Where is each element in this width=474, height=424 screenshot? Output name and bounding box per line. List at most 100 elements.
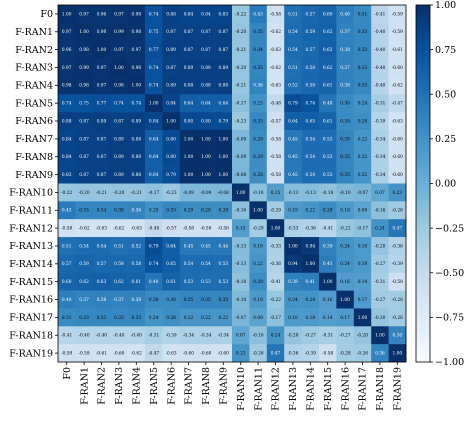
- cell-value-label: 0.28: [358, 119, 368, 124]
- cell-value-label: 0.54: [306, 137, 316, 142]
- cell-value-label: 0.54: [288, 48, 298, 53]
- cell-value-label: -0.36: [305, 227, 316, 232]
- cell-value-label: 0.41: [306, 280, 316, 285]
- heatmap-cell: [371, 40, 389, 59]
- heatmap-cell: [214, 76, 233, 95]
- cell-value-label: 1.00: [201, 155, 211, 160]
- cell-value-label: 0.98: [97, 30, 107, 35]
- cell-value-label: 0.33: [132, 316, 142, 321]
- heatmap-cell: [75, 76, 94, 95]
- heatmap-cell: [388, 326, 407, 345]
- x-tick-label: F-RAN9: [219, 367, 230, 405]
- heatmap-cell: [371, 147, 389, 166]
- cell-value-label: 0.35: [253, 66, 263, 71]
- cell-value-label: 0.87: [97, 137, 107, 142]
- cell-value-label: 0.64: [219, 102, 229, 107]
- heatmap-cell: [232, 40, 250, 59]
- heatmap-cell: [388, 308, 407, 327]
- heatmap-cell: [336, 344, 355, 363]
- x-tick-label: F-RAN5: [149, 367, 160, 405]
- cell-value-label: 0.15: [236, 227, 246, 232]
- cell-value-label: 0.77: [149, 48, 159, 53]
- heatmap-cell: [127, 183, 146, 202]
- heatmap-cell: [336, 272, 355, 291]
- heatmap-cell: [214, 112, 233, 131]
- heatmap-cell: [145, 201, 163, 220]
- heatmap-cell: [388, 272, 407, 291]
- y-tick-label: F-RAN18: [9, 330, 53, 341]
- cell-value-label: 0.88: [166, 12, 176, 17]
- cell-value-label: -0.13: [235, 244, 246, 249]
- heatmap-cell: [75, 219, 94, 238]
- cell-value-label: -0.10: [340, 191, 351, 196]
- heatmap-cell: [371, 165, 389, 184]
- cell-value-label: -0.16: [253, 191, 264, 196]
- heatmap-cell: [336, 237, 355, 256]
- y-tick-label: F-RAN12: [9, 223, 53, 234]
- heatmap-cell: [353, 58, 372, 77]
- heatmap-cell: [336, 183, 355, 202]
- cell-value-label: 0.33: [358, 48, 368, 53]
- heatmap-cell: [249, 5, 268, 24]
- cell-value-label: 0.53: [201, 280, 211, 285]
- cell-value-label: -0.26: [392, 209, 403, 214]
- colorbar-tick-label: 0.75: [435, 45, 456, 56]
- heatmap-cell: [266, 22, 285, 41]
- heatmap-cell: [319, 326, 337, 345]
- heatmap-cell: [301, 5, 320, 24]
- heatmap-cell: [371, 201, 389, 220]
- heatmap-cell: [197, 147, 215, 166]
- cell-value-label: 0.89: [219, 66, 229, 71]
- heatmap-cell: [162, 76, 181, 95]
- heatmap-cell: [179, 76, 198, 95]
- cell-value-label: 0.53: [323, 155, 333, 160]
- y-tick-label: F-RAN5: [15, 98, 53, 109]
- cell-value-label: 1.00: [393, 351, 403, 356]
- heatmap-cell: [301, 94, 320, 113]
- cell-value-label: -0.60: [113, 351, 124, 356]
- cell-value-label: 0.45: [288, 137, 298, 142]
- cell-value-label: 1.00: [219, 137, 229, 142]
- cell-value-label: 0.97: [114, 48, 124, 53]
- heatmap-cell: [214, 254, 233, 274]
- heatmap-cell: [266, 272, 285, 291]
- y-tick-label: F-RAN16: [9, 295, 53, 306]
- heatmap-cell: [162, 94, 181, 113]
- cell-value-label: 0.52: [288, 84, 298, 89]
- heatmap-cell: [127, 290, 146, 309]
- cell-value-label: 1.00: [166, 119, 176, 124]
- heatmap-cell: [127, 129, 146, 149]
- heatmap-cell: [179, 290, 198, 309]
- cell-value-label: 1.00: [184, 155, 194, 160]
- heatmap-cell: [336, 94, 355, 113]
- cell-value-label: 1.00: [132, 84, 142, 89]
- heatmap-cell: [110, 129, 128, 149]
- cell-value-label: 0.30: [340, 119, 350, 124]
- heatmap-cell: [179, 112, 198, 131]
- heatmap-cell: [162, 40, 181, 59]
- cell-value-label: 1.00: [97, 48, 107, 53]
- cell-value-label: 0.87: [79, 173, 89, 178]
- heatmap-cell: [353, 254, 372, 274]
- heatmap-cell: [58, 129, 76, 149]
- cell-value-label: -0.62: [131, 351, 142, 356]
- cell-value-label: 0.19: [288, 209, 298, 214]
- heatmap-cell: [197, 5, 215, 24]
- cell-value-label: 0.61: [323, 119, 333, 124]
- heatmap-cell: [75, 254, 94, 274]
- cell-value-label: 0.64: [288, 119, 298, 124]
- heatmap-cell: [92, 272, 111, 291]
- heatmap-cell: [75, 237, 94, 256]
- cell-value-label: -0.26: [357, 351, 368, 356]
- cell-value-label: 0.34: [97, 209, 107, 214]
- heatmap-cell: [145, 94, 163, 113]
- cell-value-label: -0.63: [392, 119, 403, 124]
- cell-value-label: 0.87: [166, 30, 176, 35]
- cell-value-label: 0.35: [219, 298, 229, 303]
- heatmap-cell: [232, 129, 250, 149]
- cell-value-label: -0.36: [270, 262, 281, 267]
- cell-value-label: 1.00: [253, 209, 263, 214]
- cell-value-label: 0.07: [236, 334, 246, 339]
- heatmap-cell: [214, 290, 233, 309]
- heatmap-cell: [75, 22, 94, 41]
